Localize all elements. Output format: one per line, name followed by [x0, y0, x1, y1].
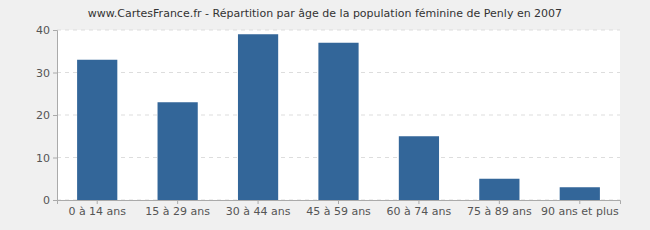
y-tick-mark — [53, 200, 57, 201]
bar — [77, 60, 117, 200]
y-tick: 10 — [36, 152, 57, 165]
x-tick-mark — [97, 200, 98, 204]
plot-area — [57, 30, 620, 200]
x-tick-label: 45 à 59 ans — [306, 205, 371, 218]
x-tick-mark — [499, 200, 500, 204]
x-tick-label: 30 à 44 ans — [226, 205, 291, 218]
y-tick-mark — [53, 73, 57, 74]
y-tick-mark — [53, 30, 57, 31]
x-tick-label: 60 à 74 ans — [387, 205, 452, 218]
x-tick-mark — [579, 200, 580, 204]
x-tick-mark — [258, 200, 259, 204]
x-tick: 45 à 59 ans — [306, 200, 371, 218]
y-tick: 40 — [36, 24, 57, 37]
y-tick-mark — [53, 158, 57, 159]
x-tick-mark — [177, 200, 178, 204]
x-tick: 60 à 74 ans — [387, 200, 452, 218]
y-axis: 0 10 20 30 40 — [36, 24, 58, 207]
x-tick: 75 à 89 ans — [467, 200, 532, 218]
y-tick-label: 0 — [43, 194, 50, 207]
x-tick-mark — [338, 200, 339, 204]
y-tick: 30 — [36, 67, 57, 80]
bar — [318, 43, 358, 200]
y-tick-label: 40 — [36, 24, 50, 37]
bar — [238, 34, 278, 200]
title: www.CartesFrance.fr - Répartition par âg… — [88, 7, 562, 20]
y-tick: 0 — [43, 194, 57, 207]
bar — [399, 136, 439, 200]
x-tick: 90 ans et plus — [541, 200, 619, 218]
x-tick-label: 75 à 89 ans — [467, 205, 532, 218]
y-tick-label: 30 — [36, 67, 50, 80]
y-tick-label: 20 — [36, 109, 50, 122]
background — [0, 0, 650, 230]
y-tick: 20 — [36, 109, 57, 122]
x-tick-mark — [418, 200, 419, 204]
x-tick-label: 15 à 29 ans — [145, 205, 210, 218]
grid-line — [57, 30, 620, 31]
x-axis: 0 à 14 ans 15 à 29 ans 30 à 44 ans 45 à 59 … — [58, 200, 621, 218]
x-axis-line — [58, 201, 621, 205]
y-axis-line — [53, 31, 58, 201]
plot: 0 10 20 30 40 0 à 14 ans 15 à 29 ans 30 à 44 an… — [36, 24, 621, 218]
x-tick: 0 à 14 ans — [68, 200, 126, 218]
chart: www.CartesFrance.fr - Répartition par âg… — [0, 0, 650, 230]
bar — [158, 102, 198, 200]
grid — [57, 30, 620, 200]
bar — [560, 187, 600, 200]
y-tick-mark — [53, 115, 57, 116]
x-tick-label: 0 à 14 ans — [68, 205, 126, 218]
bars — [77, 34, 600, 200]
x-tick: 30 à 44 ans — [226, 200, 291, 218]
x-tick-label: 90 ans et plus — [541, 205, 619, 218]
y-tick-label: 10 — [36, 152, 50, 165]
bar — [479, 179, 519, 200]
x-tick: 15 à 29 ans — [145, 200, 210, 218]
